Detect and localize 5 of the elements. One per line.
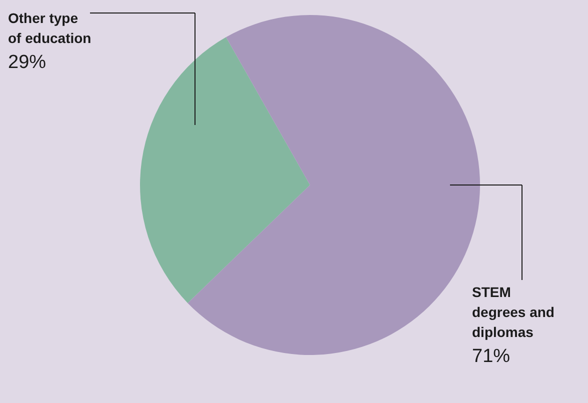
data-label: 71% [472, 346, 510, 367]
slice-label: Other type of education [8, 10, 92, 46]
slice-label: STEM degrees and diplomas [472, 284, 554, 340]
pie-slice [140, 37, 310, 304]
data-label: 29% [8, 52, 46, 73]
